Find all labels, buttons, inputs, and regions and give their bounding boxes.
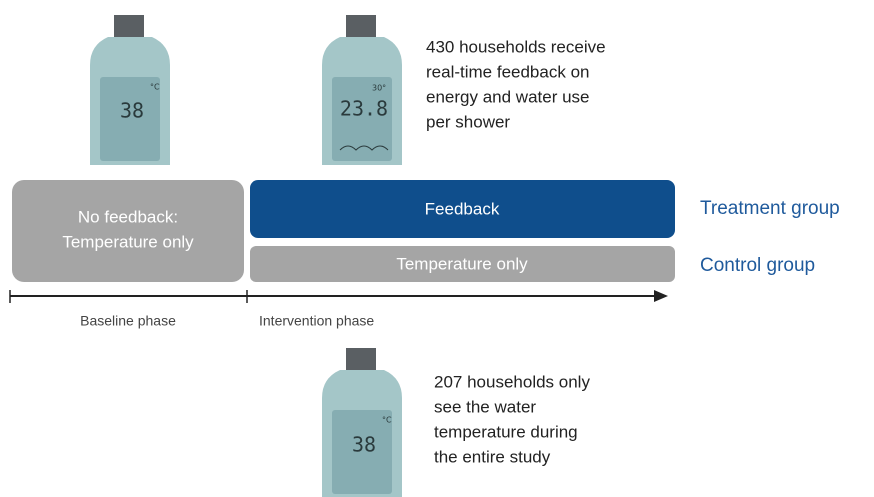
group-label: Treatment group <box>700 198 840 219</box>
baseline-text: Temperature only <box>62 232 194 251</box>
control-bar-label: Temperature only <box>396 254 528 273</box>
baseline-box <box>12 180 244 282</box>
note-line: real-time feedback on <box>426 62 589 81</box>
device-unit: 30° <box>372 84 386 93</box>
group-label: Control group <box>700 255 815 276</box>
note-line: temperature during <box>434 422 578 441</box>
note-line: energy and water use <box>426 87 590 106</box>
device: °C 38 <box>322 348 402 497</box>
note-line: the entire study <box>434 447 551 466</box>
device-display: 38 <box>120 99 144 123</box>
note-line: 207 households only <box>434 372 590 391</box>
phase-label: Baseline phase <box>80 313 176 329</box>
device-display: 23.8 <box>340 97 388 121</box>
diagram: °C 38 30° 23.8 °C 38 430 households rece… <box>0 0 874 497</box>
baseline-text: No feedback: <box>78 207 178 226</box>
treatment-bar-label: Feedback <box>425 199 500 218</box>
note-line: see the water <box>434 397 536 416</box>
device: °C 38 <box>90 15 170 165</box>
control-note: 207 households only see the water temper… <box>434 372 590 466</box>
note-line: per shower <box>426 112 510 131</box>
arrowhead <box>654 290 668 302</box>
treatment-note: 430 households receive real-time feedbac… <box>426 37 606 131</box>
device-display: 38 <box>352 433 376 457</box>
device-unit: °C <box>150 83 160 92</box>
note-line: 430 households receive <box>426 37 606 56</box>
device-unit: °C <box>382 416 392 425</box>
phase-label: Intervention phase <box>259 313 374 329</box>
device: 30° 23.8 <box>322 15 402 165</box>
